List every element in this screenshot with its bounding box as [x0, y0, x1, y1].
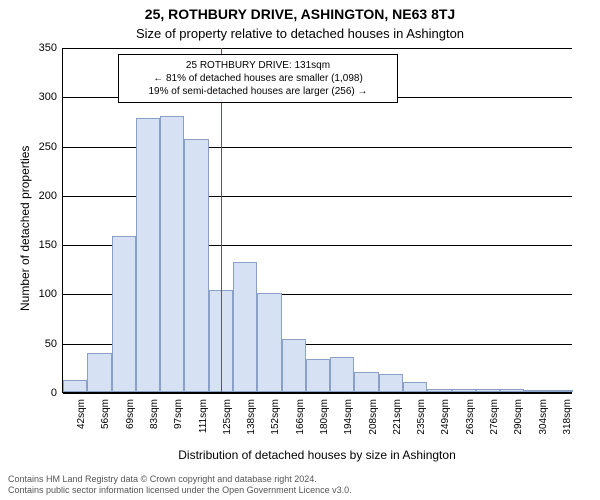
histogram-bar — [306, 359, 330, 393]
x-tick-label: 56sqm — [100, 399, 111, 449]
x-tick-label: 304sqm — [538, 399, 549, 449]
annotation-box: 25 ROTHBURY DRIVE: 131sqm ← 81% of detac… — [118, 54, 398, 103]
x-tick-label: 83sqm — [149, 399, 160, 449]
chart-title: 25, ROTHBURY DRIVE, ASHINGTON, NE63 8TJ — [0, 6, 600, 22]
annotation-line3: 19% of semi-detached houses are larger (… — [125, 85, 391, 98]
x-tick-label: 69sqm — [125, 399, 136, 449]
histogram-bar — [549, 390, 573, 392]
histogram-bar — [136, 118, 160, 392]
histogram-bar — [112, 236, 136, 392]
histogram-bar — [87, 353, 111, 392]
y-tick-label: 300 — [27, 91, 57, 103]
x-tick-label: 290sqm — [513, 399, 524, 449]
license-footer: Contains HM Land Registry data © Crown c… — [0, 470, 600, 500]
y-tick-label: 0 — [27, 387, 57, 399]
x-tick-label: 249sqm — [440, 399, 451, 449]
annotation-line1: 25 ROTHBURY DRIVE: 131sqm — [125, 59, 391, 72]
x-tick-label: 138sqm — [246, 399, 257, 449]
histogram-bar — [403, 382, 427, 392]
histogram-bar — [330, 357, 354, 392]
x-axis-label: Distribution of detached houses by size … — [62, 448, 572, 462]
x-tick-label: 208sqm — [368, 399, 379, 449]
y-axis-label: Number of detached properties — [18, 145, 32, 310]
x-tick-label: 276sqm — [489, 399, 500, 449]
histogram-bar — [160, 116, 184, 392]
license-line1: Contains HM Land Registry data © Crown c… — [8, 474, 592, 485]
y-tick-label: 350 — [27, 42, 57, 54]
annotation-line2: ← 81% of detached houses are smaller (1,… — [125, 72, 391, 85]
y-tick-label: 250 — [27, 141, 57, 153]
histogram-bar — [233, 262, 257, 392]
x-tick-label: 263sqm — [465, 399, 476, 449]
license-line2: Contains public sector information licen… — [8, 485, 592, 496]
x-tick-label: 97sqm — [173, 399, 184, 449]
x-tick-label: 235sqm — [416, 399, 427, 449]
histogram-bar — [452, 389, 476, 392]
y-tick-label: 150 — [27, 239, 57, 251]
x-tick-label: 42sqm — [76, 399, 87, 449]
x-tick-label: 125sqm — [222, 399, 233, 449]
x-tick-label: 111sqm — [198, 399, 209, 449]
chart-subtitle: Size of property relative to detached ho… — [0, 26, 600, 41]
histogram-bar — [63, 380, 87, 392]
plot-area: 25 ROTHBURY DRIVE: 131sqm ← 81% of detac… — [62, 48, 572, 393]
gridline — [63, 48, 572, 49]
chart-container: 25, ROTHBURY DRIVE, ASHINGTON, NE63 8TJ … — [0, 0, 600, 500]
histogram-bar — [354, 372, 378, 392]
histogram-bar — [379, 374, 403, 392]
histogram-bar — [500, 389, 524, 392]
gridline — [63, 393, 572, 394]
histogram-bar — [524, 390, 548, 392]
histogram-bar — [257, 293, 281, 392]
y-tick-label: 200 — [27, 190, 57, 202]
histogram-bar — [282, 339, 306, 392]
x-tick-label: 152sqm — [270, 399, 281, 449]
x-tick-label: 180sqm — [319, 399, 330, 449]
y-tick-label: 50 — [27, 338, 57, 350]
x-tick-label: 221sqm — [392, 399, 403, 449]
x-tick-label: 166sqm — [295, 399, 306, 449]
x-tick-label: 194sqm — [343, 399, 354, 449]
histogram-bar — [476, 389, 500, 392]
histogram-bar — [427, 389, 451, 392]
y-tick-label: 100 — [27, 288, 57, 300]
histogram-bar — [184, 139, 208, 392]
x-tick-label: 318sqm — [562, 399, 573, 449]
